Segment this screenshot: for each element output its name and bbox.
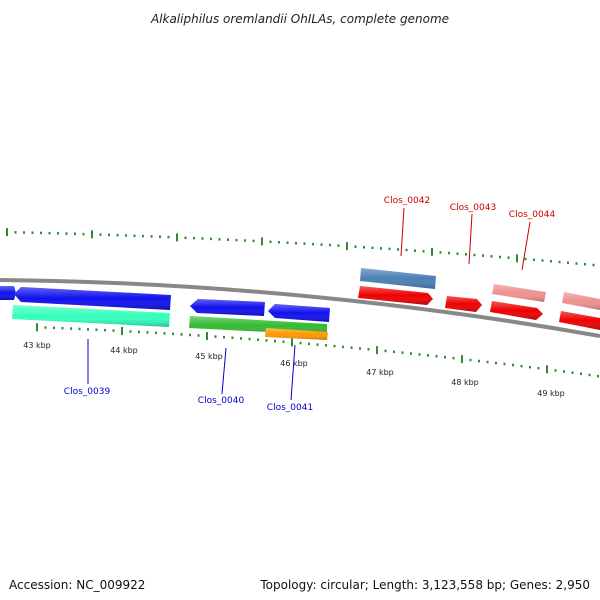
- tick-label-43kbp: 43 kbp: [23, 341, 51, 350]
- gene-clos-0039[interactable]: [12, 287, 171, 327]
- tick-label-47kbp: 47 kbp: [366, 368, 394, 377]
- gene-callouts: Clos_0039 Clos_0040 Clos_0041 Clos_0042 …: [64, 196, 556, 413]
- gene-label-clos-0040[interactable]: Clos_0040: [198, 396, 245, 406]
- gene-label-clos-0043[interactable]: Clos_0043: [450, 203, 496, 213]
- gene-clos-0042[interactable]: [358, 268, 436, 305]
- gene-label-clos-0042[interactable]: Clos_0042: [384, 196, 430, 206]
- outer-tick-ring: [6, 228, 595, 267]
- tick-label-49kbp: 49 kbp: [537, 389, 565, 398]
- gene-label-clos-0044[interactable]: Clos_0044: [509, 210, 556, 220]
- tick-label-48kbp: 48 kbp: [451, 378, 479, 387]
- inner-tick-ring: [36, 323, 599, 378]
- reverse-strand-genes: [0, 286, 330, 340]
- gene-clos-0044[interactable]: [490, 284, 546, 320]
- gene-label-clos-0039[interactable]: Clos_0039: [64, 387, 111, 397]
- genome-backbone: [0, 278, 600, 338]
- tick-label-45kbp: 45 kbp: [195, 352, 223, 361]
- gene-clos-0043[interactable]: [445, 296, 482, 312]
- gene-partial-left[interactable]: [0, 286, 16, 300]
- tick-label-44kbp: 44 kbp: [110, 346, 138, 355]
- gene-label-clos-0041[interactable]: Clos_0041: [267, 403, 313, 413]
- forward-strand-genes: [358, 268, 600, 330]
- genome-summary-text: Topology: circular; Length: 3,123,558 bp…: [260, 578, 590, 592]
- map-title: Alkaliphilus oremlandii OhILAs, complete…: [150, 12, 449, 26]
- accession-text: Accession: NC_009922: [9, 578, 146, 592]
- gene-clos-0041[interactable]: [265, 304, 330, 340]
- gene-partial-right[interactable]: [559, 292, 600, 330]
